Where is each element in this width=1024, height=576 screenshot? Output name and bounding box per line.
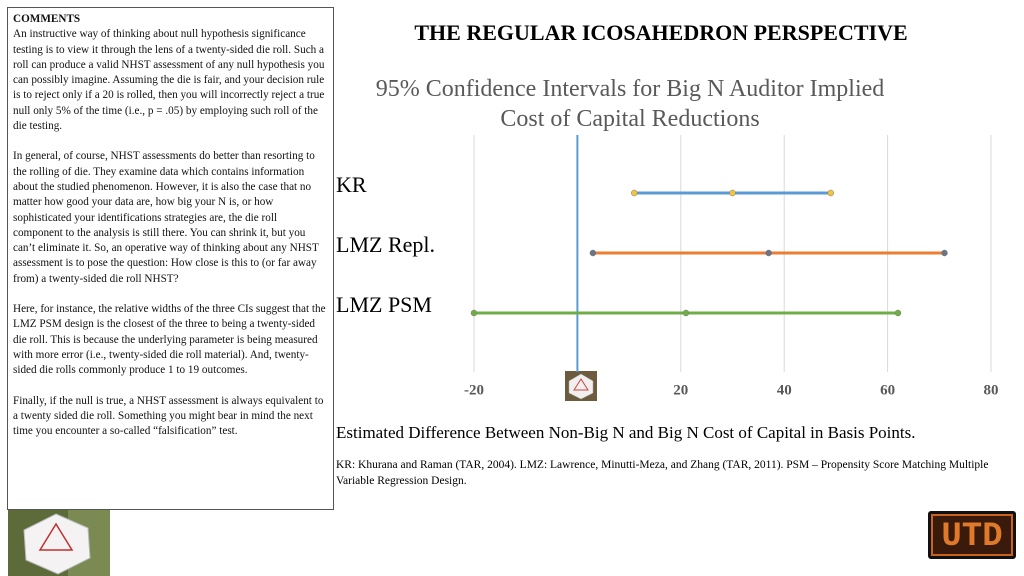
x-tick-label: 60 <box>880 382 895 398</box>
interval-point <box>765 249 772 257</box>
y-tick-label: LMZ PSM <box>336 292 432 317</box>
footnote: KR: Khurana and Raman (TAR, 2004). LMZ: … <box>336 459 989 487</box>
x-tick-label: 20 <box>673 382 688 398</box>
y-tick-label: LMZ Repl. <box>336 232 435 257</box>
x-tick-label: 80 <box>984 382 999 398</box>
logo-text: UTD <box>941 518 1002 556</box>
interval-point <box>589 249 597 257</box>
interval-point <box>470 309 478 317</box>
interval-point <box>729 189 736 197</box>
x-axis-title: Estimated Difference Between Non-Big N a… <box>336 423 916 442</box>
comments-heading: COMMENTS <box>13 13 81 25</box>
comment-paragraph: An instructive way of thinking about nul… <box>13 28 325 133</box>
x-tick-label: 40 <box>777 382 792 398</box>
interval-point <box>682 309 690 317</box>
interval-point <box>631 189 638 197</box>
comment-paragraph: Here, for instance, the relative widths … <box>13 303 326 377</box>
interval-point <box>827 189 834 197</box>
y-tick-label: KR <box>336 172 367 197</box>
slide-title: THE REGULAR ICOSAHEDRON PERSPECTIVE <box>414 20 908 45</box>
comment-paragraph: Finally, if the null is true, a NHST ass… <box>13 394 324 438</box>
x-tick-label: -20 <box>464 382 484 398</box>
chart-title: 95% Confidence Intervals for Big N Audit… <box>375 76 885 132</box>
die-photo <box>8 510 110 576</box>
interval-point <box>941 249 948 257</box>
die-icon <box>565 371 597 401</box>
interval-point <box>894 309 902 317</box>
comment-paragraph: In general, of course, NHST assessments … <box>13 150 319 285</box>
comments-box: COMMENTS An instructive way of thinking … <box>7 7 334 510</box>
logo: UTD <box>928 511 1016 559</box>
